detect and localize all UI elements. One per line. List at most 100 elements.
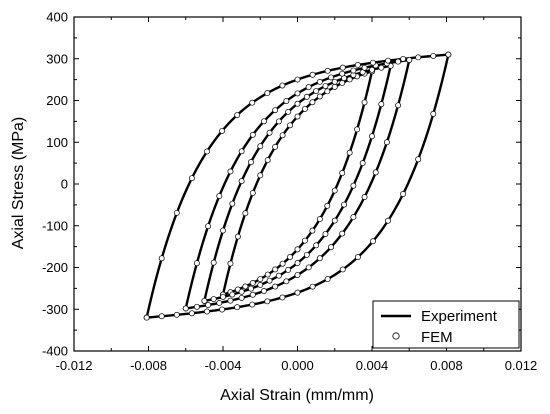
fem-marker [294,289,301,296]
fem-marker [294,76,301,83]
fem-marker [234,233,241,240]
fem-marker [219,127,226,134]
fem-marker [234,304,241,311]
fem-marker [249,291,256,298]
fem-marker [238,294,245,301]
y-tick-label: -400 [42,344,68,359]
fem-marker [249,189,256,196]
fem-marker [309,99,316,106]
fem-marker [309,71,316,78]
fem-marker [275,118,282,125]
fem-marker [216,300,223,306]
fem-marker [205,223,212,230]
fem-marker [279,260,286,267]
fem-marker [272,283,279,290]
fem-marker [287,122,293,129]
fem-marker [385,217,391,224]
fem-marker [272,143,279,150]
fem-marker [201,297,208,304]
fem-marker [249,301,256,308]
fem-marker [238,288,245,295]
fem-marker [339,170,346,176]
x-tick-label: -0.012 [56,358,93,373]
fem-marker [359,160,366,167]
fem-marker [309,227,316,234]
fem-marker [406,57,413,63]
fem-marker [272,107,279,114]
fem-marker [234,112,241,118]
fem-marker [302,105,308,112]
fem-marker [294,272,301,278]
x-axis-title: Axial Strain (mm/mm) [220,387,374,404]
fem-marker [341,201,348,208]
fem-marker [173,311,180,318]
fem-marker [361,64,368,71]
fem-marker [328,74,334,81]
fem-marker [219,306,226,313]
legend-experiment-label: Experiment [421,308,498,325]
fem-marker [283,98,290,104]
fem-marker [309,283,316,290]
fem-marker [204,148,210,155]
fem-marker [261,118,267,125]
y-tick-label: -100 [42,218,68,233]
fem-marker [331,187,338,194]
fem-marker [229,200,236,207]
x-tick-label: -0.004 [205,358,242,373]
y-tick-label: -200 [42,260,68,275]
fem-marker [272,266,279,273]
fem-marker [313,88,320,95]
fem-marker [249,280,256,286]
fem-marker [339,64,346,71]
fem-marker [339,230,346,237]
fem-marker [264,298,271,305]
fem-marker [283,278,290,285]
fem-marker [395,102,402,109]
legend-fem-label: FEM [421,329,453,346]
y-tick-label: 0 [61,177,68,192]
fem-marker [400,55,407,62]
fem-marker [249,99,256,106]
fem-marker [378,101,385,108]
fem-marker [316,216,323,223]
fem-marker [285,108,292,115]
fem-marker [369,59,376,66]
fem-marker [247,159,254,166]
x-tick-label: 0.004 [356,358,389,373]
fem-marker [350,182,357,189]
fem-marker [264,157,271,164]
fem-marker [354,126,361,133]
fem-marker [339,79,346,86]
fem-marker [227,297,234,304]
fem-marker [369,238,376,245]
fem-marker [322,83,329,90]
y-tick-label: 200 [46,93,68,108]
fem-marker [395,58,402,65]
fem-marker [339,266,346,273]
fem-marker [287,254,293,260]
fem-marker [266,129,273,136]
fem-marker [316,255,323,262]
fem-marker [220,227,226,234]
fem-marker [227,260,234,267]
fem-marker [204,308,210,315]
fem-marker [257,143,264,150]
fem-marker [182,305,189,312]
fem-marker [303,93,310,100]
fem-marker [210,296,217,302]
fem-marker [430,52,437,59]
fem-marker [264,271,271,278]
fem-marker [316,93,323,100]
fem-marker [331,78,338,85]
fem-marker [372,169,379,176]
fem-marker [249,131,256,138]
legend-fem-marker [392,332,400,340]
fem-marker [285,266,292,273]
fem-marker [173,209,180,216]
fem-marker [261,288,267,294]
fem-marker [415,54,422,61]
fem-marker [346,76,353,83]
fem-marker [369,66,375,73]
y-axis-title: Axial Stress (MPa) [10,117,27,249]
fem-marker [378,64,385,71]
